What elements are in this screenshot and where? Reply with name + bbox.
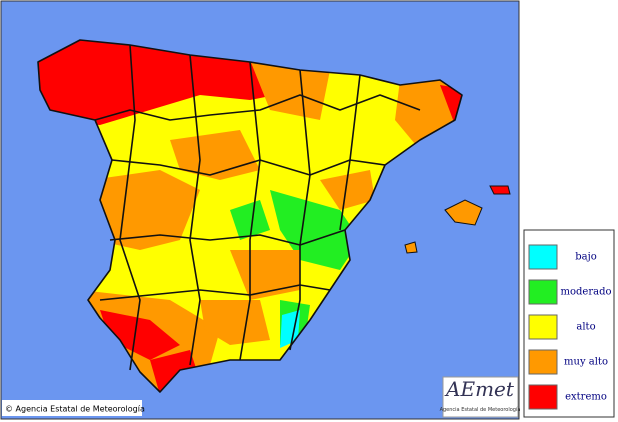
legend-label: moderado — [561, 287, 612, 298]
legend-label: alto — [576, 322, 595, 333]
legend-label: extremo — [565, 392, 607, 403]
legend-label: bajo — [575, 252, 596, 263]
legend-swatch — [528, 279, 558, 305]
provinces — [37, 39, 463, 393]
legend-swatch — [528, 244, 558, 270]
legend-swatch — [528, 384, 558, 410]
copyright: © Agencia Estatal de Meteorología — [5, 405, 145, 414]
legend-swatch — [528, 314, 558, 340]
logo-subtitle: Agencia Estatal de Meteorología — [440, 406, 521, 413]
legend-swatch — [528, 349, 558, 375]
legend-label: muy alto — [564, 357, 608, 368]
logo-box — [442, 376, 519, 418]
balearic-islands — [404, 185, 511, 254]
logo-title: AEmet — [444, 377, 515, 401]
copyright-bg — [2, 400, 142, 416]
